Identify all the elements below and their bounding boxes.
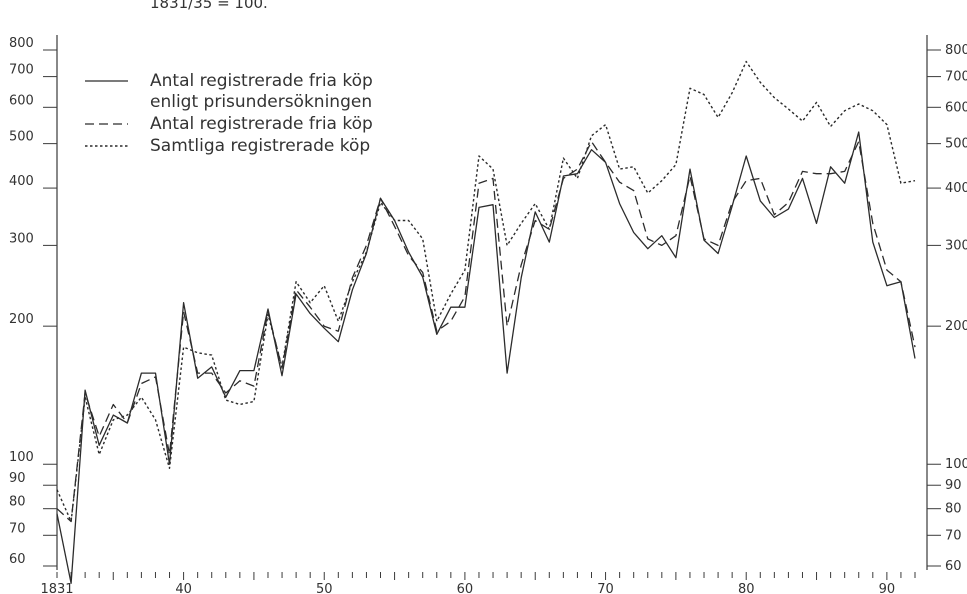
data-point	[520, 222, 522, 224]
y-tick-label-right: 400	[945, 181, 967, 196]
y-tick-label-left: 700	[9, 63, 34, 78]
y-tick-label-left: 200	[9, 312, 34, 327]
data-point	[98, 454, 100, 456]
y-tick-label-right: 300	[945, 238, 967, 253]
data-point	[140, 396, 142, 398]
series-line-dashed	[56, 140, 916, 523]
legend-label: enligt prisundersökningen	[150, 92, 372, 112]
series-line-solid	[56, 131, 916, 584]
series-dotted	[56, 60, 916, 523]
y-tick-label-right: 700	[945, 70, 967, 85]
data-point	[450, 320, 452, 322]
data-point	[408, 255, 410, 257]
data-point	[464, 296, 466, 298]
y-tick-label-right: 800	[945, 43, 967, 58]
x-tick-label: 1831	[40, 582, 73, 594]
x-tick-label: 70	[597, 582, 614, 594]
series-solid	[56, 131, 916, 584]
y-tick-label-right: 200	[945, 319, 967, 334]
data-point	[591, 141, 593, 143]
y-tick-label-left: 90	[9, 471, 26, 486]
legend-label: Samtliga registrerade köp	[150, 136, 370, 156]
y-tick-label-right: 500	[945, 137, 967, 152]
data-point	[506, 325, 508, 327]
y-tick-label-right: 70	[945, 528, 962, 543]
y-tick-label-right: 80	[945, 502, 962, 517]
data-point	[295, 289, 297, 291]
series-group	[56, 60, 916, 584]
series-line-dotted	[56, 60, 916, 523]
y-tick-label-right: 90	[945, 478, 962, 493]
y-tick-label-left: 70	[9, 521, 26, 536]
data-point	[633, 166, 635, 168]
y-tick-label-right: 600	[945, 100, 967, 115]
y-tick-label-left: 300	[9, 231, 34, 246]
chart-note: 1831/35 = 100.	[150, 0, 268, 12]
x-tick-label: 40	[175, 582, 192, 594]
legend-label: Antal registrerade fria köp	[150, 71, 373, 91]
data-point	[787, 202, 789, 204]
y-tick-label-left: 100	[9, 450, 34, 465]
y-tick-label-right: 100	[945, 457, 967, 472]
legend-label: Antal registrerade fria köp	[150, 114, 373, 134]
series-dashed	[56, 140, 916, 523]
x-tick-label: 80	[738, 582, 755, 594]
data-point	[253, 401, 255, 403]
y-tick-label-left: 400	[9, 174, 34, 189]
data-point	[98, 435, 100, 437]
y-tick-label-left: 600	[9, 93, 34, 108]
x-tick-label: 50	[316, 582, 333, 594]
x-tick-label: 60	[457, 582, 474, 594]
data-point	[759, 177, 761, 179]
y-tick-label-left: 800	[9, 36, 34, 51]
data-point	[802, 120, 804, 122]
y-tick-label-left: 60	[9, 552, 26, 567]
x-tick-label: 90	[879, 582, 896, 594]
data-point	[422, 238, 424, 240]
y-tick-label-left: 80	[9, 495, 26, 510]
y-tick-label-left: 500	[9, 130, 34, 145]
axes: 60 70 80 90 100 200 300 400 500 600 700 800 60 70 80 90…	[9, 35, 967, 594]
y-tick-label-right: 60	[945, 559, 962, 574]
